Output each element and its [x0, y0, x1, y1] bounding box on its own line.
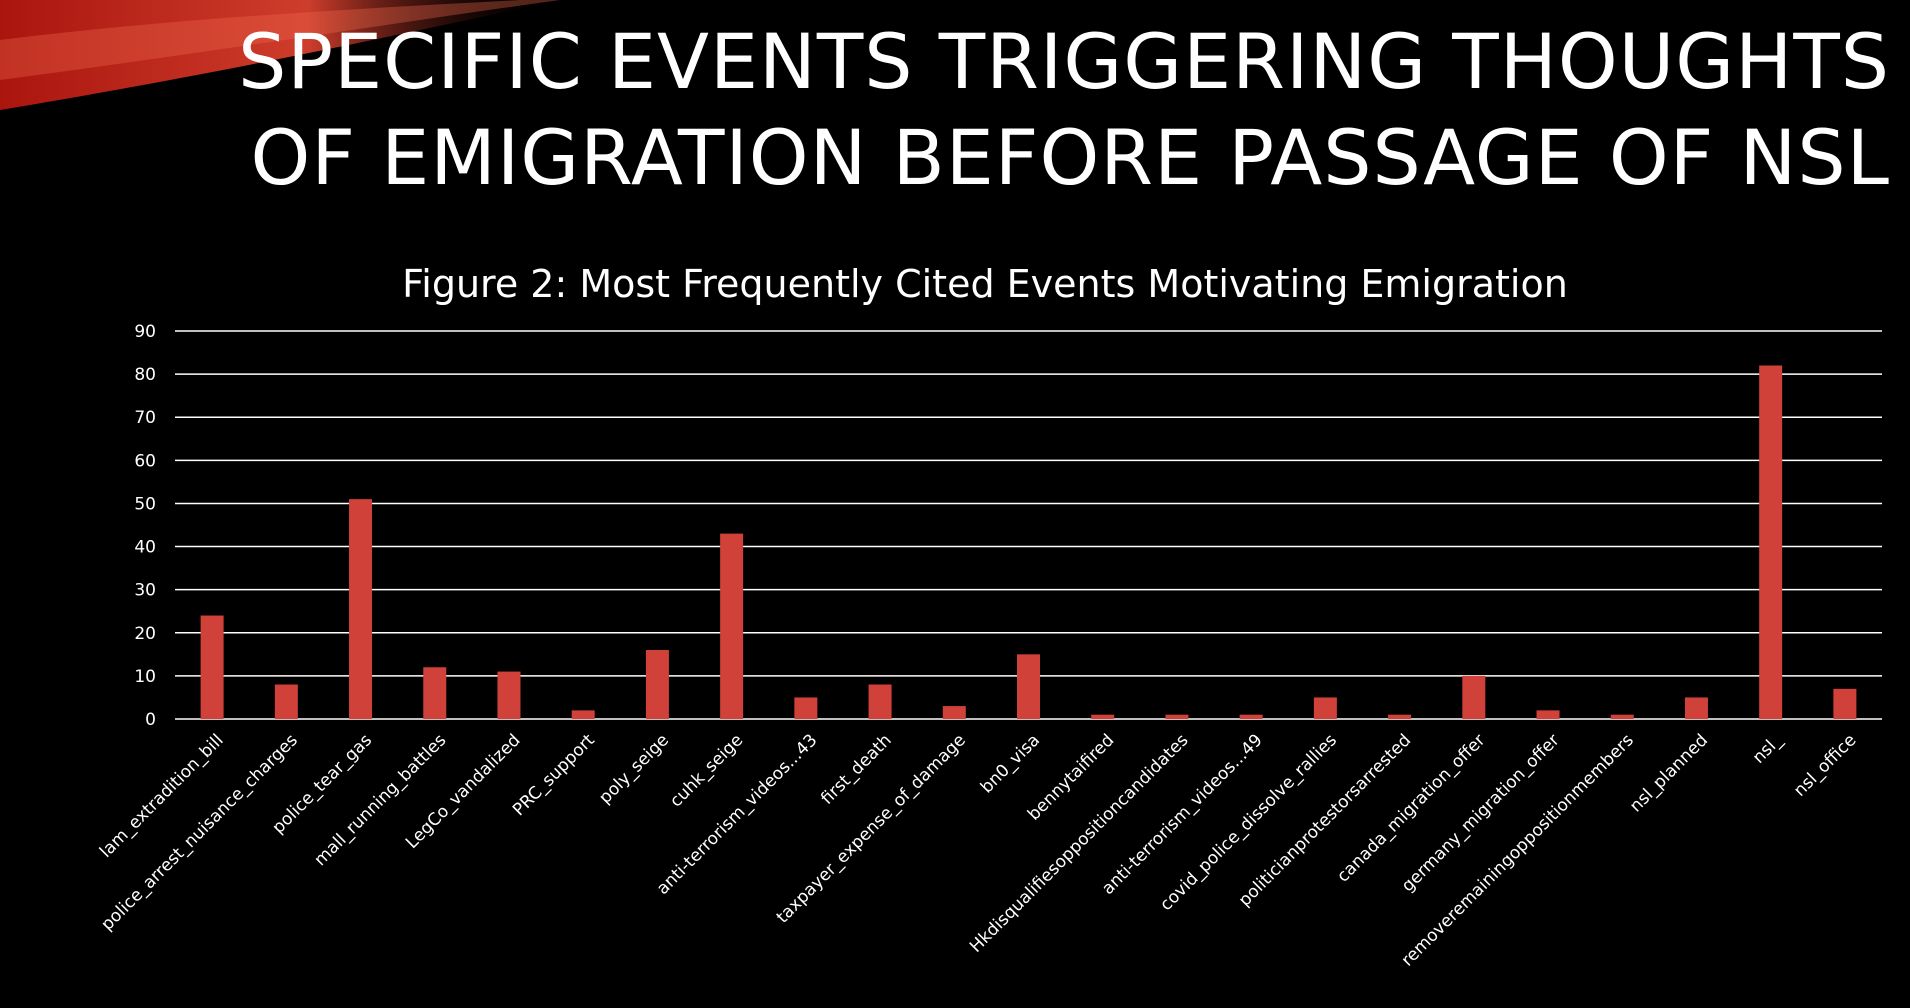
bar-LegCo_vandalized [497, 671, 521, 719]
bar-mall_running_battles [423, 667, 447, 719]
bar-first_death [868, 684, 892, 719]
y-tick-label: 60 [134, 451, 156, 471]
x-tick-label: nsl_office [1790, 730, 1860, 800]
bar-lam_extradition_bill [200, 615, 224, 719]
chart-title: Figure 2: Most Frequently Cited Events M… [402, 262, 1568, 306]
y-tick-label: 10 [134, 667, 156, 687]
x-tick-label: first_death [817, 730, 895, 808]
y-tick-label: 30 [134, 581, 156, 601]
bar-politicianprotestorsarrested [1388, 714, 1412, 719]
bar-canada_migration_offer [1462, 675, 1486, 719]
bar-germany_migration_offer [1536, 710, 1560, 719]
y-tick-label: 40 [134, 538, 156, 558]
y-tick-label: 0 [145, 710, 156, 730]
x-tick-label: nsl_planned [1626, 730, 1712, 816]
y-tick-label: 90 [134, 322, 156, 342]
slide-title: SPECIFIC EVENTS TRIGGERING THOUGHTS OF E… [90, 14, 1890, 206]
x-tick-label: cuhk_seige [666, 730, 747, 811]
y-tick-label: 50 [134, 494, 156, 514]
gridlines [175, 330, 1882, 720]
slide-title-line-2: OF EMIGRATION BEFORE PASSAGE OF NSL [250, 113, 1890, 202]
bar-cuhk_seige [720, 533, 744, 719]
bar-Hkdisqualifiesoppositioncandidates [1165, 714, 1189, 719]
x-tick-label: poly_seige [595, 730, 673, 808]
x-tick-label: lam_extradition_bill [96, 730, 228, 862]
x-tick-label: nsl_ [1749, 730, 1787, 768]
bar-removeremainingoppositionmembers [1610, 714, 1634, 719]
slide-title-line-1: SPECIFIC EVENTS TRIGGERING THOUGHTS [238, 17, 1890, 106]
bar-nsl_office [1833, 688, 1857, 719]
x-tick-label: canada_migration_offer [1333, 730, 1489, 886]
bars [200, 365, 1857, 719]
bar-nsl_ [1759, 365, 1783, 719]
red-swoosh-decoration [0, 0, 560, 110]
bar-anti-terrorism_videos...49 [1239, 714, 1263, 719]
bar-poly_seige [645, 650, 669, 719]
y-axis-tick-labels: 0 10 20 30 40 50 60 70 80 90 [134, 322, 156, 730]
bar-bn0_visa [1017, 654, 1040, 719]
y-tick-label: 70 [134, 408, 156, 428]
bar-bennytaifired [1091, 714, 1115, 719]
x-tick-label: germany_migration_offer [1398, 730, 1564, 896]
y-tick-label: 80 [134, 365, 156, 385]
bar-police_tear_gas [349, 499, 373, 719]
bar-taxpayer_expense_of_damage [942, 706, 966, 719]
x-tick-label: mall_running_battles [311, 730, 451, 870]
bar-PRC_support [571, 710, 595, 719]
y-tick-label: 20 [134, 624, 156, 644]
bar-covid_police_dissolve_rallies [1313, 697, 1337, 719]
x-tick-label: bn0_visa [977, 730, 1044, 797]
bar-nsl_planned [1684, 697, 1708, 719]
bar-anti-terrorism_videos...43 [794, 697, 818, 719]
x-axis-tick-labels: lam_extradition_billpolice_arrest_nuisan… [96, 730, 1860, 970]
bar-police_arrest_nuisance_charges [274, 684, 298, 719]
x-tick-label: anti-terrorism_videos...43 [653, 730, 822, 899]
